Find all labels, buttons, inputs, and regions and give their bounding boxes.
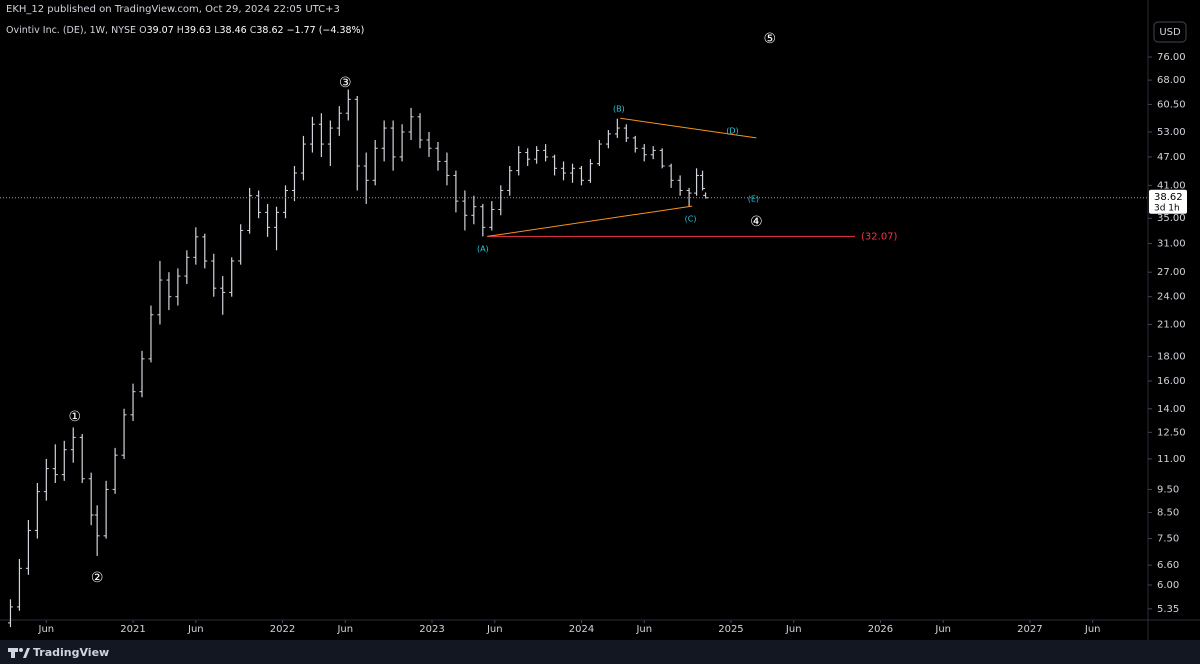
ohlc-key: H xyxy=(177,25,184,36)
price-bars xyxy=(7,89,709,628)
y-tick-label: 18.00 xyxy=(1157,352,1186,363)
wave-label: ④ xyxy=(750,214,763,230)
wave-label: (D) xyxy=(726,127,738,136)
x-tick-label: Jun xyxy=(38,624,55,635)
last-price-box xyxy=(1149,189,1187,214)
x-tick-label: Jun xyxy=(1084,624,1101,635)
ohlc-value: 39.63 xyxy=(184,25,211,36)
wave-label: ⑤ xyxy=(764,31,777,47)
y-tick-label: 14.00 xyxy=(1157,404,1186,415)
wave-label: (A) xyxy=(477,244,489,253)
last-price-label: 38.62 xyxy=(1154,192,1183,203)
trend-line xyxy=(487,205,693,237)
ohlc-key: L xyxy=(214,25,220,36)
x-tick-label: 2024 xyxy=(569,624,594,635)
y-tick-label: 41.00 xyxy=(1157,180,1186,191)
ohlc-value: 39.07 xyxy=(147,25,174,36)
change: −1.77 (−4.38%) xyxy=(287,25,365,36)
x-tick-label: 2023 xyxy=(419,624,444,635)
level-label: (32.07) xyxy=(861,231,898,242)
countdown-label: 3d 1h xyxy=(1154,203,1180,213)
y-tick-label: 11.00 xyxy=(1157,454,1186,465)
wave-label: (E) xyxy=(748,194,759,203)
x-tick-label: Jun xyxy=(635,624,652,635)
wave-label: (C) xyxy=(685,214,697,223)
y-tick-label: 21.00 xyxy=(1157,319,1186,330)
x-tick-label: 2025 xyxy=(718,624,743,635)
brand-logo xyxy=(8,648,30,658)
legend: Ovintiv Inc. (DE), 1W, NYSE O39.07 H39.6… xyxy=(6,25,364,36)
y-tick-label: 16.00 xyxy=(1157,376,1186,387)
y-tick-label: 76.00 xyxy=(1157,52,1186,63)
x-tick-label: Jun xyxy=(934,624,951,635)
y-tick-label: 60.50 xyxy=(1157,99,1186,110)
x-tick-label: Jun xyxy=(187,624,204,635)
ohlc-key: O xyxy=(139,25,146,36)
currency[interactable]: USD xyxy=(1159,27,1181,38)
x-tick-label: Jun xyxy=(785,624,802,635)
x-tick-label: Jun xyxy=(486,624,503,635)
wave-label: (B) xyxy=(613,104,625,113)
y-tick-label: 68.00 xyxy=(1157,75,1186,86)
ohlc-value: 38.46 xyxy=(219,25,246,36)
footer-bar xyxy=(0,640,1200,664)
y-tick-label: 24.00 xyxy=(1157,292,1186,303)
y-tick-label: 35.00 xyxy=(1157,213,1186,224)
x-tick-label: 2026 xyxy=(868,624,893,635)
ohlc-key: C xyxy=(250,25,257,36)
x-tick-label: 2021 xyxy=(120,624,145,635)
y-tick-label: 31.00 xyxy=(1157,238,1186,249)
wave-label: ② xyxy=(91,570,104,586)
y-tick-label: 6.00 xyxy=(1157,580,1179,591)
ohlc-value: 38.62 xyxy=(256,25,283,36)
y-tick-label: 27.00 xyxy=(1157,267,1186,278)
brand: TradingView xyxy=(33,646,109,659)
y-tick-label: 47.00 xyxy=(1157,152,1186,163)
publisher: EKH_12 published on TradingView.com, Oct… xyxy=(6,4,340,15)
x-tick-label: 2027 xyxy=(1017,624,1042,635)
currency-button[interactable] xyxy=(1153,21,1187,43)
y-tick-label: 7.50 xyxy=(1157,534,1179,545)
x-tick-label: 2022 xyxy=(270,624,295,635)
wave-label: ① xyxy=(68,409,81,425)
y-tick-label: 9.50 xyxy=(1157,484,1179,495)
y-tick-label: 53.00 xyxy=(1157,127,1186,138)
wave-label: ③ xyxy=(339,75,352,91)
y-tick-label: 12.50 xyxy=(1157,427,1186,438)
symbol: Ovintiv Inc. (DE), 1W, NYSE xyxy=(6,25,136,36)
x-tick-label: Jun xyxy=(336,624,353,635)
y-tick-label: 8.50 xyxy=(1157,508,1179,519)
trend-line xyxy=(620,117,757,139)
y-tick-label: 6.60 xyxy=(1157,560,1179,571)
y-tick-label: 5.35 xyxy=(1157,604,1179,615)
